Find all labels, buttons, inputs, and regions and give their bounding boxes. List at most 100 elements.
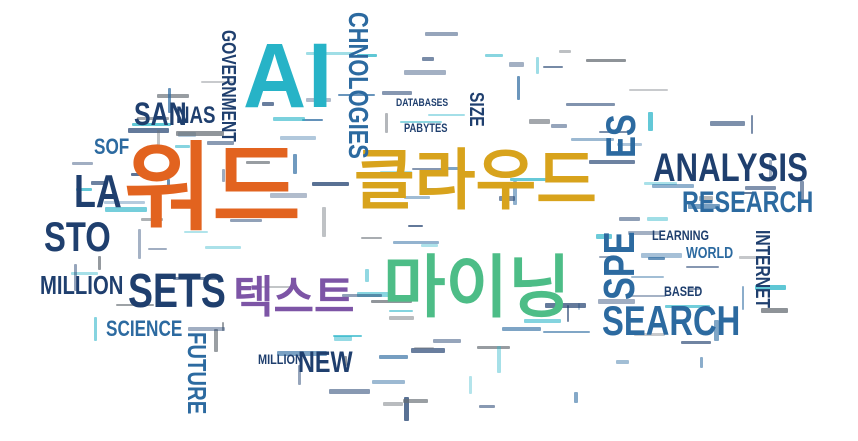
filler-word <box>94 317 98 342</box>
filler-word <box>341 294 382 298</box>
filler-word <box>357 54 378 57</box>
filler-word <box>698 196 714 201</box>
filler-word <box>545 303 587 308</box>
filler-word <box>157 94 189 98</box>
filler-word <box>542 65 564 69</box>
filler-word <box>509 62 524 67</box>
filler-word <box>76 187 93 192</box>
word-based: BASED <box>664 283 703 299</box>
word-world: WORLD <box>686 245 734 262</box>
filler-word <box>424 31 459 36</box>
filler-word <box>207 140 234 146</box>
filler-word <box>269 192 308 198</box>
filler-word <box>628 89 669 92</box>
filler-word <box>357 292 394 298</box>
filler-word <box>647 217 669 221</box>
filler-word <box>188 327 226 331</box>
filler-word <box>378 355 409 359</box>
filler-word <box>74 263 78 292</box>
filler-word <box>589 160 635 165</box>
filler-word <box>742 286 745 310</box>
filler-word <box>176 131 224 137</box>
word-science: SCIENCE <box>106 316 183 341</box>
filler-word <box>631 294 666 297</box>
filler-word <box>403 399 428 404</box>
filler-word <box>433 339 462 344</box>
word-ai: AI <box>243 25 335 127</box>
word-nas: NAS <box>176 102 216 129</box>
filler-word <box>183 231 208 234</box>
filler-word <box>104 201 146 204</box>
filler-word <box>477 345 511 349</box>
filler-word <box>468 375 472 394</box>
filler-word <box>634 332 666 337</box>
filler-word <box>412 167 447 171</box>
word-word: 워드 <box>124 132 301 244</box>
filler-word <box>127 128 169 133</box>
filler-word <box>644 181 677 185</box>
filler-word <box>403 70 446 75</box>
filler-word <box>230 218 263 223</box>
filler-word <box>221 321 225 332</box>
word-future: FUTURE <box>182 332 212 415</box>
filler-word <box>311 181 349 187</box>
filler-word <box>201 81 233 84</box>
filler-word <box>738 255 767 259</box>
filler-word <box>213 329 219 352</box>
filler-word <box>627 230 660 235</box>
filler-word <box>222 213 238 216</box>
filler-word <box>137 117 169 120</box>
filler-word <box>370 300 412 303</box>
word-spe: SPE <box>595 231 644 300</box>
word-cloud-korean: 클라우드 <box>354 142 597 219</box>
filler-word <box>414 346 434 349</box>
filler-word <box>566 305 570 323</box>
filler-word <box>408 224 424 228</box>
filler-word <box>329 388 370 394</box>
filler-word <box>443 166 464 170</box>
filler-word <box>383 402 403 406</box>
word-petabytes: PABYTES <box>404 121 448 135</box>
filler-word <box>484 54 504 58</box>
word-databases: DATABASES <box>396 97 449 109</box>
filler-word <box>616 142 642 146</box>
filler-word <box>131 173 174 177</box>
filler-word <box>301 119 324 122</box>
word-sets: SETS <box>128 265 226 318</box>
filler-word <box>665 305 711 309</box>
filler-word <box>175 145 190 148</box>
filler-word <box>524 319 562 323</box>
filler-word <box>245 161 271 164</box>
filler-word <box>365 268 369 282</box>
filler-word <box>97 255 102 271</box>
filler-word <box>90 181 107 185</box>
filler-word <box>156 130 160 149</box>
filler-word <box>168 88 171 114</box>
filler-word <box>699 357 703 368</box>
filler-word <box>647 257 665 261</box>
filler-word <box>573 391 578 404</box>
filler-word <box>421 57 434 61</box>
filler-word <box>71 272 98 276</box>
filler-word <box>647 112 653 132</box>
filler-word <box>105 206 147 212</box>
filler-word <box>404 397 410 422</box>
filler-word <box>292 154 297 175</box>
filler-word <box>510 178 554 181</box>
filler-word <box>688 204 720 209</box>
word-new: NEW <box>298 346 353 379</box>
word-technologies: CHNOLOGIES <box>343 12 374 159</box>
filler-word <box>478 404 495 409</box>
filler-word <box>651 184 695 189</box>
word-mining: 마이닝 <box>383 249 571 328</box>
filler-word <box>686 265 719 268</box>
filler-word <box>550 123 567 128</box>
word-sof: SOF <box>94 134 130 159</box>
filler-word <box>535 56 539 74</box>
filler-word <box>571 138 614 142</box>
word-research: RESEARCH <box>682 186 814 219</box>
filler-word <box>321 206 326 237</box>
filler-word <box>681 340 712 345</box>
filler-word <box>381 90 412 95</box>
